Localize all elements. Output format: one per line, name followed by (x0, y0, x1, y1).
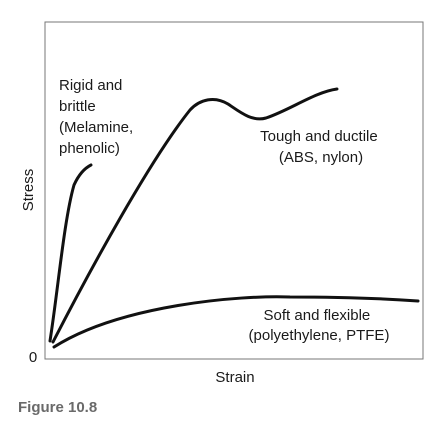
rigid-brittle-label: Rigid and brittle (Melamine, phenolic) (59, 77, 137, 157)
rigid-label-line-4: phenolic) (59, 140, 120, 157)
rigid-label-line-2: brittle (59, 98, 96, 115)
soft-label-line-2: (polyethylene, PTFE) (249, 327, 390, 344)
rigid-label-line-3: (Melamine, (59, 119, 133, 136)
tough-ductile-label: Tough and ductile (ABS, nylon) (260, 128, 382, 166)
tough-label-line-1: Tough and ductile (260, 128, 378, 145)
rigid-brittle-curve (48, 163, 93, 343)
soft-label-line-1: Soft and flexible (264, 307, 371, 324)
plot-frame (44, 21, 424, 360)
origin-label: 0 (29, 349, 37, 366)
x-axis-title: Strain (215, 369, 254, 386)
rigid-label-line-1: Rigid and (59, 77, 122, 94)
tough-ductile-curve (51, 87, 339, 344)
tough-label-line-2: (ABS, nylon) (279, 149, 363, 166)
figure-caption: Figure 10.8 (18, 399, 98, 416)
soft-flexible-label: Soft and flexible (polyethylene, PTFE) (249, 307, 390, 344)
y-axis-title: Stress (20, 169, 37, 212)
soft-flexible-curve (52, 295, 420, 349)
